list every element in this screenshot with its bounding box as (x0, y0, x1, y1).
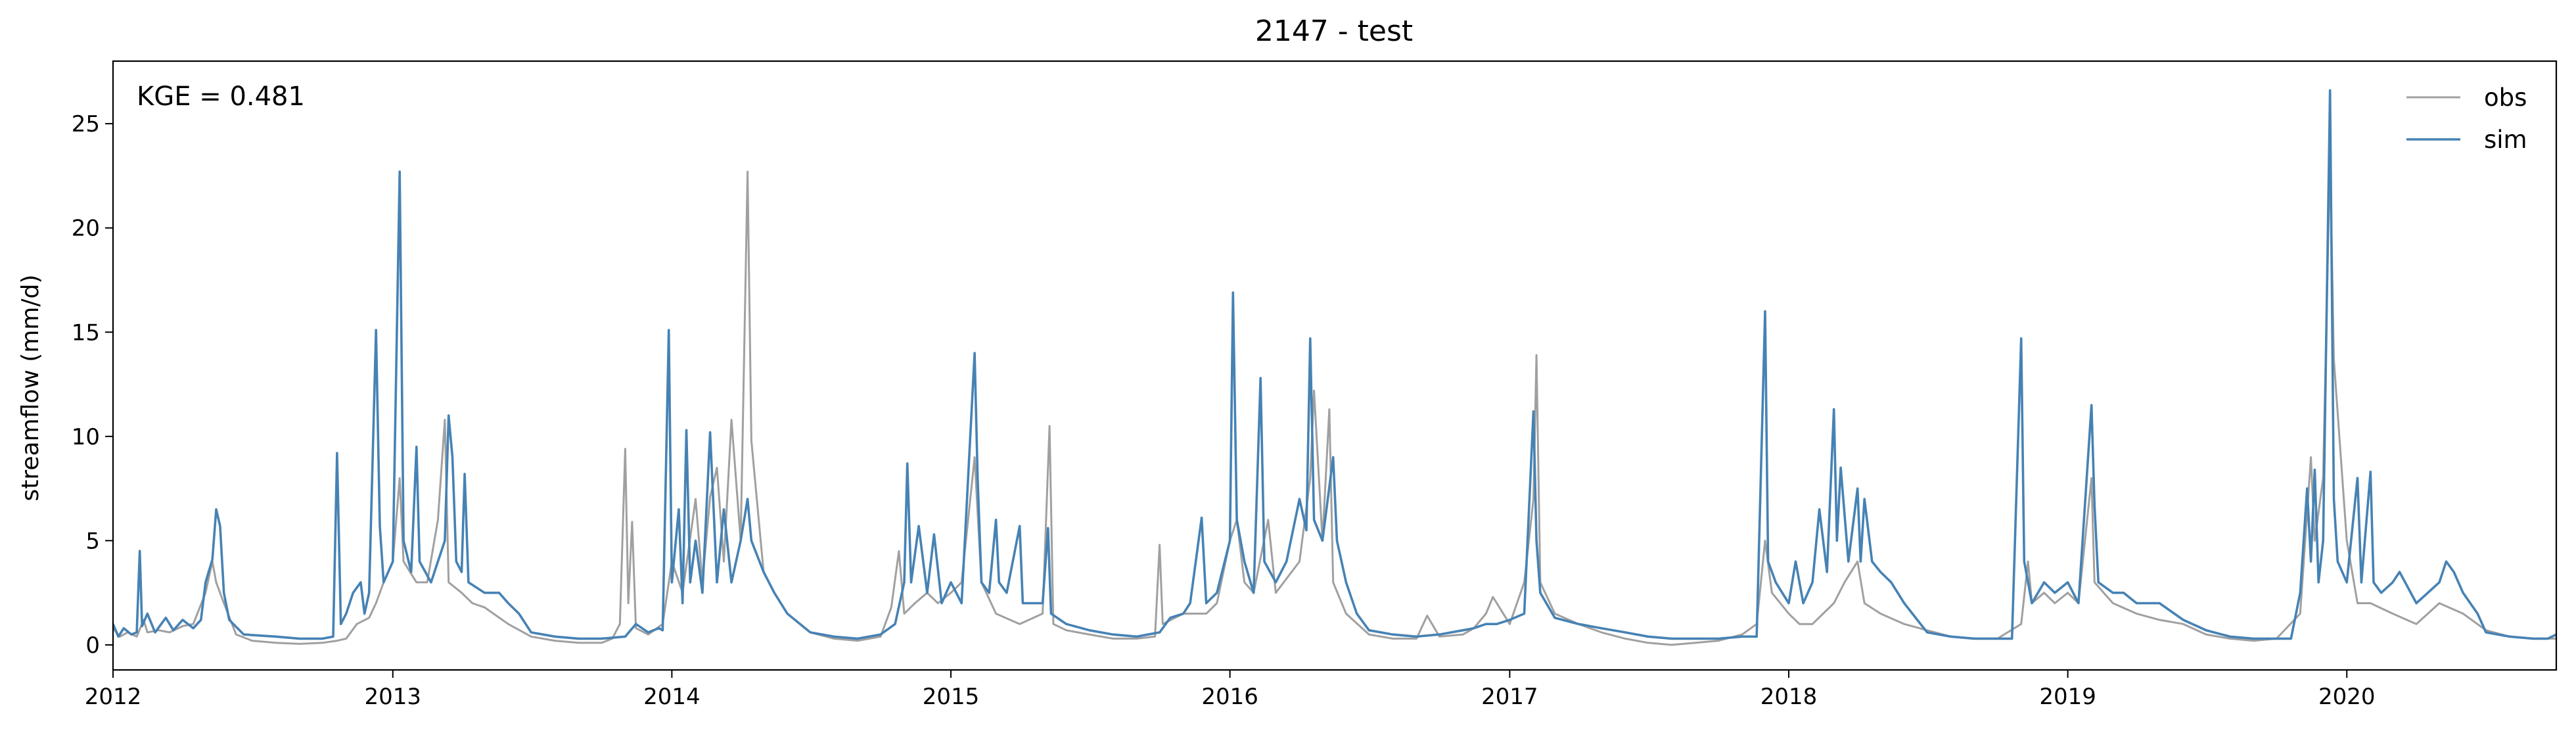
x-axis: 2012 2013 2014 2015 2016 2017 2018 2019 2020 (85, 670, 2376, 710)
y-tick-label: 20 (72, 216, 100, 242)
x-tick-label: 2020 (2318, 684, 2376, 710)
chart-title: 2147 - test (1255, 14, 1413, 48)
x-tick-label: 2017 (1481, 684, 1538, 710)
y-tick-label: 25 (72, 111, 100, 137)
legend-label-sim: sim (2484, 126, 2527, 154)
x-tick-label: 2016 (1201, 684, 1258, 710)
x-tick-label: 2014 (643, 684, 701, 710)
y-tick-label: 5 (85, 528, 100, 554)
y-tick-label: 10 (72, 424, 100, 450)
y-tick-label: 15 (72, 320, 100, 346)
series-layer (113, 89, 2556, 646)
x-tick-label: 2019 (2039, 684, 2096, 710)
x-tick-label: 2013 (365, 684, 422, 710)
series-line-obs (113, 154, 2556, 646)
y-tick-label: 0 (85, 632, 100, 659)
x-tick-label: 2018 (1760, 684, 1818, 710)
y-axis: 0 5 10 15 20 25 (72, 111, 113, 659)
legend-label-obs: obs (2484, 83, 2527, 112)
kge-annotation: KGE = 0.481 (137, 82, 305, 112)
plot-frame (112, 60, 2558, 671)
legend: obs sim (2406, 83, 2527, 154)
y-axis-title: streamflow (mm/d) (17, 275, 44, 502)
x-tick-label: 2012 (85, 684, 142, 710)
series-line-sim (113, 89, 2556, 640)
x-tick-label: 2015 (923, 684, 980, 710)
